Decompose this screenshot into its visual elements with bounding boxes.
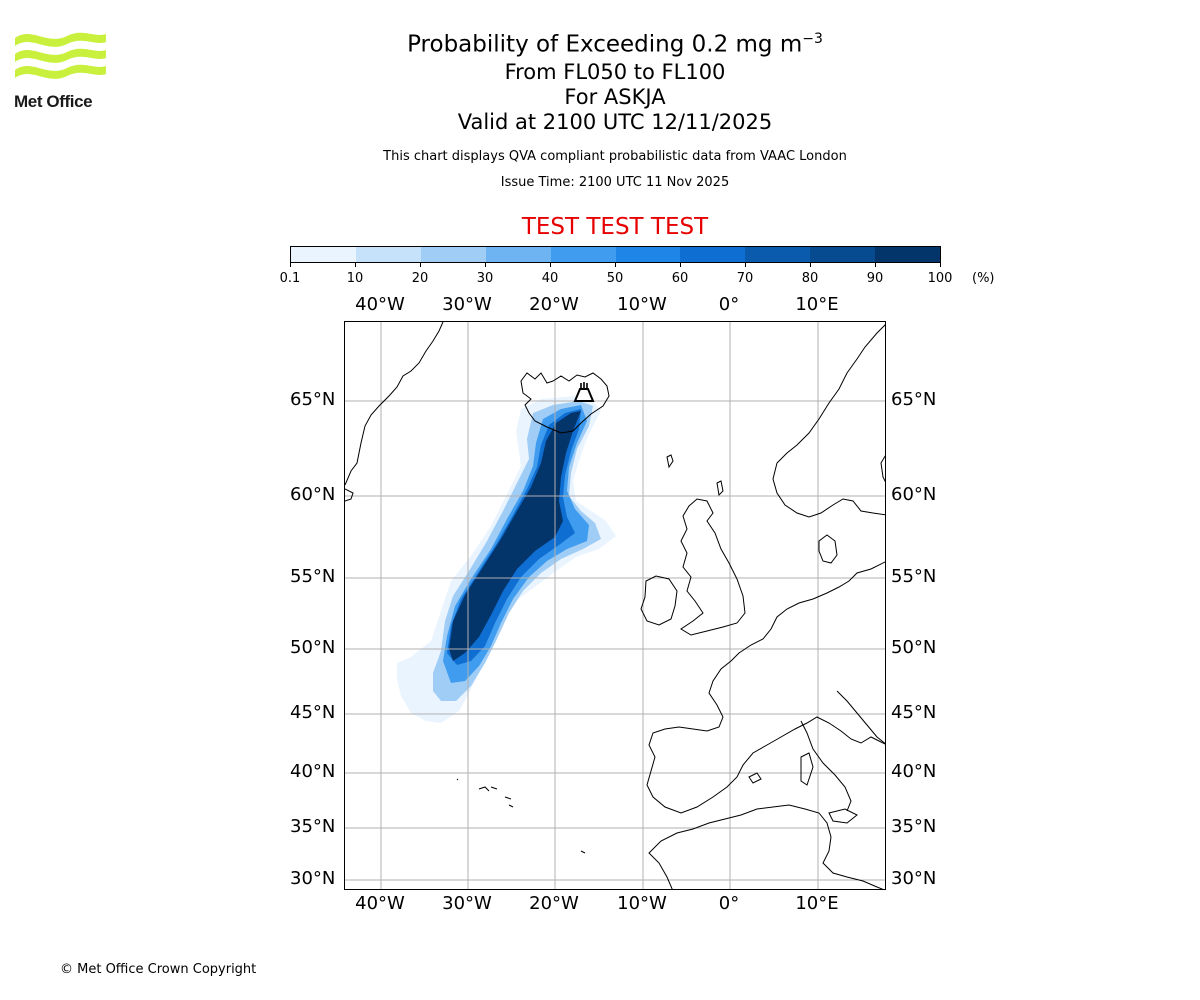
logo-text: Met Office [14, 92, 93, 111]
colorbar-segment [875, 247, 941, 262]
graticule [345, 322, 885, 889]
issue-time: Issue Time: 2100 UTC 11 Nov 2025 [500, 174, 730, 190]
colorbar-unit: (%) [972, 271, 995, 286]
colorbar-segment [485, 247, 551, 262]
colorbar-tick-mark [680, 263, 681, 267]
colorbar-tick-mark [615, 263, 616, 267]
longitude-label: 10°E [795, 294, 839, 315]
colorbar-tick-mark [550, 263, 551, 267]
scandinavia-coast [772, 324, 885, 518]
map-canvas [345, 322, 885, 889]
latitude-label: 50°N [290, 637, 336, 658]
latitude-label: 55°N [290, 566, 336, 587]
north-africa-coast [648, 804, 884, 889]
italy-coast [836, 690, 885, 745]
latitude-label: 65°N [290, 389, 336, 410]
longitude-label: 10°W [617, 294, 667, 315]
latitude-label: 65°N [891, 389, 937, 410]
colorbar-tick-label: 60 [671, 271, 689, 286]
latitude-label: 35°N [891, 816, 937, 837]
colorbar-tick-mark [875, 263, 876, 267]
great-britain-coast [680, 498, 746, 636]
colorbar [290, 246, 941, 263]
latitude-label: 45°N [891, 702, 937, 723]
latitude-label: 60°N [290, 484, 336, 505]
flight-level-range: From FL050 to FL100 [504, 59, 726, 84]
colorbar-segment [550, 247, 616, 262]
colorbar-tick-mark [485, 263, 486, 267]
coastlines [345, 322, 885, 889]
latitude-label: 30°N [290, 868, 336, 889]
colorbar-tick-mark [420, 263, 421, 267]
chart-description: This chart displays QVA compliant probab… [383, 148, 847, 164]
latitude-label: 45°N [290, 702, 336, 723]
map-panel[interactable] [344, 321, 886, 890]
colorbar-tick-label: 20 [411, 271, 429, 286]
colorbar-tick-label: 70 [736, 271, 754, 286]
longitude-label: 0° [718, 893, 740, 914]
latitude-label: 35°N [290, 816, 336, 837]
europe-coast [646, 561, 885, 814]
colorbar-tick-mark [810, 263, 811, 267]
latitude-label: 40°N [891, 761, 937, 782]
longitude-label: 10°E [795, 893, 839, 914]
colorbar-tick-label: 80 [801, 271, 819, 286]
title-main: Probability of Exceeding 0.2 mg m [407, 31, 803, 58]
longitude-label: 10°W [617, 893, 667, 914]
colorbar-tick-mark [745, 263, 746, 267]
colorbar-segment [810, 247, 876, 262]
met-office-logo: Met Office [12, 30, 112, 114]
greenland-coast [345, 322, 444, 486]
colorbar-tick-label: 50 [606, 271, 624, 286]
longitude-label: 20°W [529, 294, 579, 315]
longitude-label: 0° [718, 294, 740, 315]
volcano-icon [573, 382, 595, 402]
valid-time: Valid at 2100 UTC 12/11/2025 [457, 109, 773, 134]
chart-title: Probability of Exceeding 0.2 mg m−3 [300, 24, 930, 60]
longitude-label: 30°W [442, 893, 492, 914]
met-office-waves-icon [15, 32, 106, 79]
latitude-label: 55°N [891, 566, 937, 587]
colorbar-segment [291, 247, 356, 262]
volcano-name: For ASKJA [564, 84, 666, 109]
colorbar-segment [355, 247, 421, 262]
copyright: © Met Office Crown Copyright [60, 962, 257, 977]
colorbar-tick-label: 30 [476, 271, 494, 286]
colorbar-tick-mark [355, 263, 356, 267]
colorbar-segment [615, 247, 681, 262]
colorbar-tick-label: 90 [866, 271, 884, 286]
colorbar-segment [420, 247, 486, 262]
colorbar-tick-label: 100 [927, 271, 953, 286]
latitude-label: 60°N [891, 484, 937, 505]
colorbar-tick-label: 0.1 [279, 271, 301, 286]
colorbar-tick-label: 40 [541, 271, 559, 286]
probability-contour [449, 411, 581, 661]
longitude-label: 40°W [355, 294, 405, 315]
latitude-label: 30°N [891, 868, 937, 889]
longitude-label: 30°W [442, 294, 492, 315]
title-block: Probability of Exceeding 0.2 mg m−3 From… [300, 24, 930, 191]
colorbar-tick-label: 10 [346, 271, 364, 286]
iceland-coast [520, 372, 610, 434]
ash-probability-plume [397, 396, 616, 723]
colorbar-segment [680, 247, 746, 262]
colorbar-tick-mark [940, 263, 941, 267]
denmark-coast [818, 534, 838, 564]
test-banner: TEST TEST TEST [521, 214, 709, 240]
colorbar-segment [745, 247, 811, 262]
longitude-label: 20°W [529, 893, 579, 914]
ireland-coast [640, 575, 678, 626]
latitude-label: 40°N [290, 761, 336, 782]
latitude-label: 50°N [891, 637, 937, 658]
colorbar-tick-mark [290, 263, 291, 267]
longitude-label: 40°W [355, 893, 405, 914]
title-exponent: −3 [802, 31, 823, 47]
